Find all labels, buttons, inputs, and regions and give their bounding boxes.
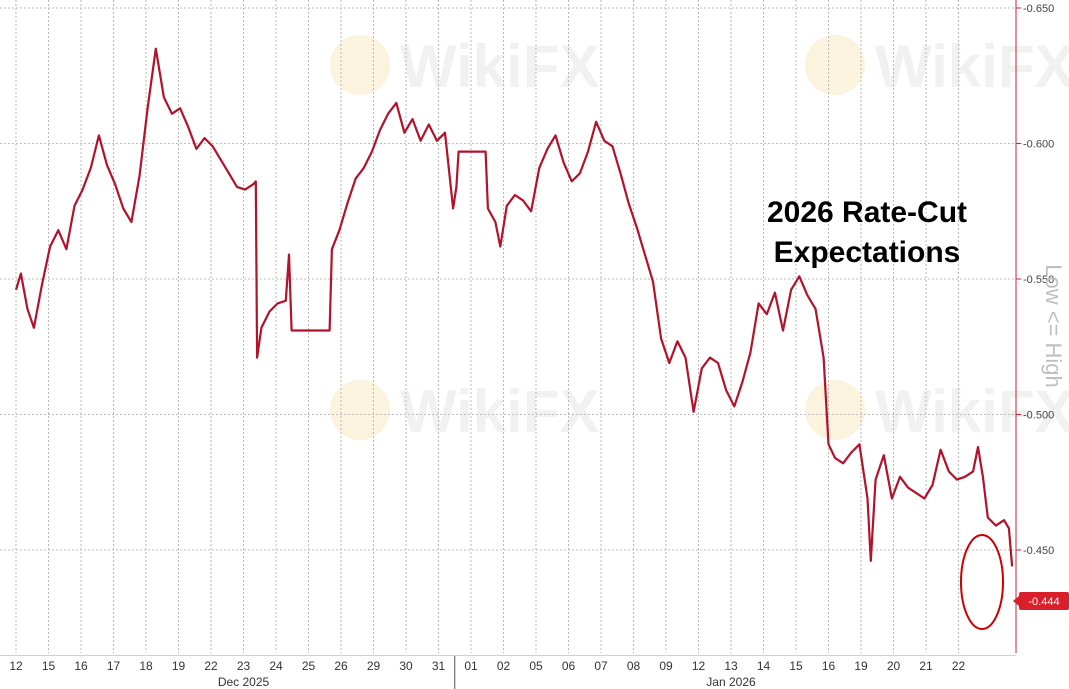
x-tick-label-22: 13 [724,659,738,673]
watermark-logo-2 [330,380,390,440]
x-tick-label-19: 08 [627,659,641,673]
x-tick-label-12: 30 [399,659,413,673]
watermark-group: WikiFX WikiFX WikiFX WikiFX [330,33,1069,445]
watermark-text-3: WikiFX [875,378,1069,445]
x-tick-label-5: 19 [172,659,186,673]
last-value-background [1019,592,1069,610]
series-group [14,47,1014,567]
x-tick-label-11: 29 [367,659,381,673]
x-tick-label-23: 14 [757,659,771,673]
x-tick-label-6: 22 [204,659,218,673]
last-value-arrow [1013,596,1019,606]
annotations: 2026 Rate-Cut Expectations Low <= High -… [767,196,1069,630]
x-tick-label-27: 20 [887,659,901,673]
watermark-text-1: WikiFX [875,33,1069,100]
x-tick-label-13: 31 [432,659,446,673]
watermark-logo-0 [330,35,390,95]
x-tick-label-1: 15 [42,659,56,673]
last-value-badge: -0.444 [1013,592,1069,610]
y-tick-label-4: -0.450 [1023,545,1054,557]
x-tick-label-17: 06 [562,659,576,673]
x-tick-label-14: 01 [464,659,478,673]
x-tick-label-10: 26 [334,659,348,673]
x-tick-label-9: 25 [302,659,316,673]
y-tick-label-2: -0.550 [1023,274,1054,286]
watermark-logo-3 [805,380,865,440]
last-value-text: -0.444 [1028,596,1059,608]
watermark-text-0: WikiFX [400,33,599,100]
x-tick-label-21: 12 [692,659,706,673]
month-label-1: Jan 2026 [706,675,756,689]
x-tick-label-4: 18 [139,659,153,673]
x-tick-label-15: 02 [497,659,511,673]
annotation-title-line-2: Expectations [774,236,961,269]
series-line-0 [14,47,1014,567]
month-label-0: Dec 2025 [218,675,270,689]
watermark-text-2: WikiFX [400,378,599,445]
x-tick-label-26: 19 [854,659,868,673]
x-tick-label-24: 15 [789,659,803,673]
x-tick-label-18: 07 [594,659,608,673]
x-tick-label-16: 05 [529,659,543,673]
highlight-circle [960,534,1004,630]
annotation-title-line-1: 2026 Rate-Cut [767,196,967,229]
side-label: Low <= High [1041,264,1066,388]
watermark-logo-1 [805,35,865,95]
x-tick-label-8: 24 [269,659,283,673]
x-tick-label-0: 12 [9,659,23,673]
x-tick-label-20: 09 [659,659,673,673]
x-tick-label-25: 16 [822,659,836,673]
grid-lines [0,0,1016,653]
y-tick-label-3: -0.500 [1023,410,1054,422]
y-axis: -0.650 -0.600 -0.550 -0.500 -0.450 [1015,0,1054,653]
x-tick-label-7: 23 [237,659,251,673]
y-tick-label-1: -0.600 [1023,139,1054,151]
x-axis: 12 15 16 17 18 19 22 23 24 25 26 29 30 31 01 02 05 06 07 08… [0,655,1016,689]
y-tick-label-0: -0.650 [1023,3,1054,15]
x-tick-label-29: 22 [952,659,966,673]
x-tick-label-2: 16 [74,659,88,673]
x-tick-label-3: 17 [107,659,121,673]
x-tick-label-28: 21 [919,659,933,673]
